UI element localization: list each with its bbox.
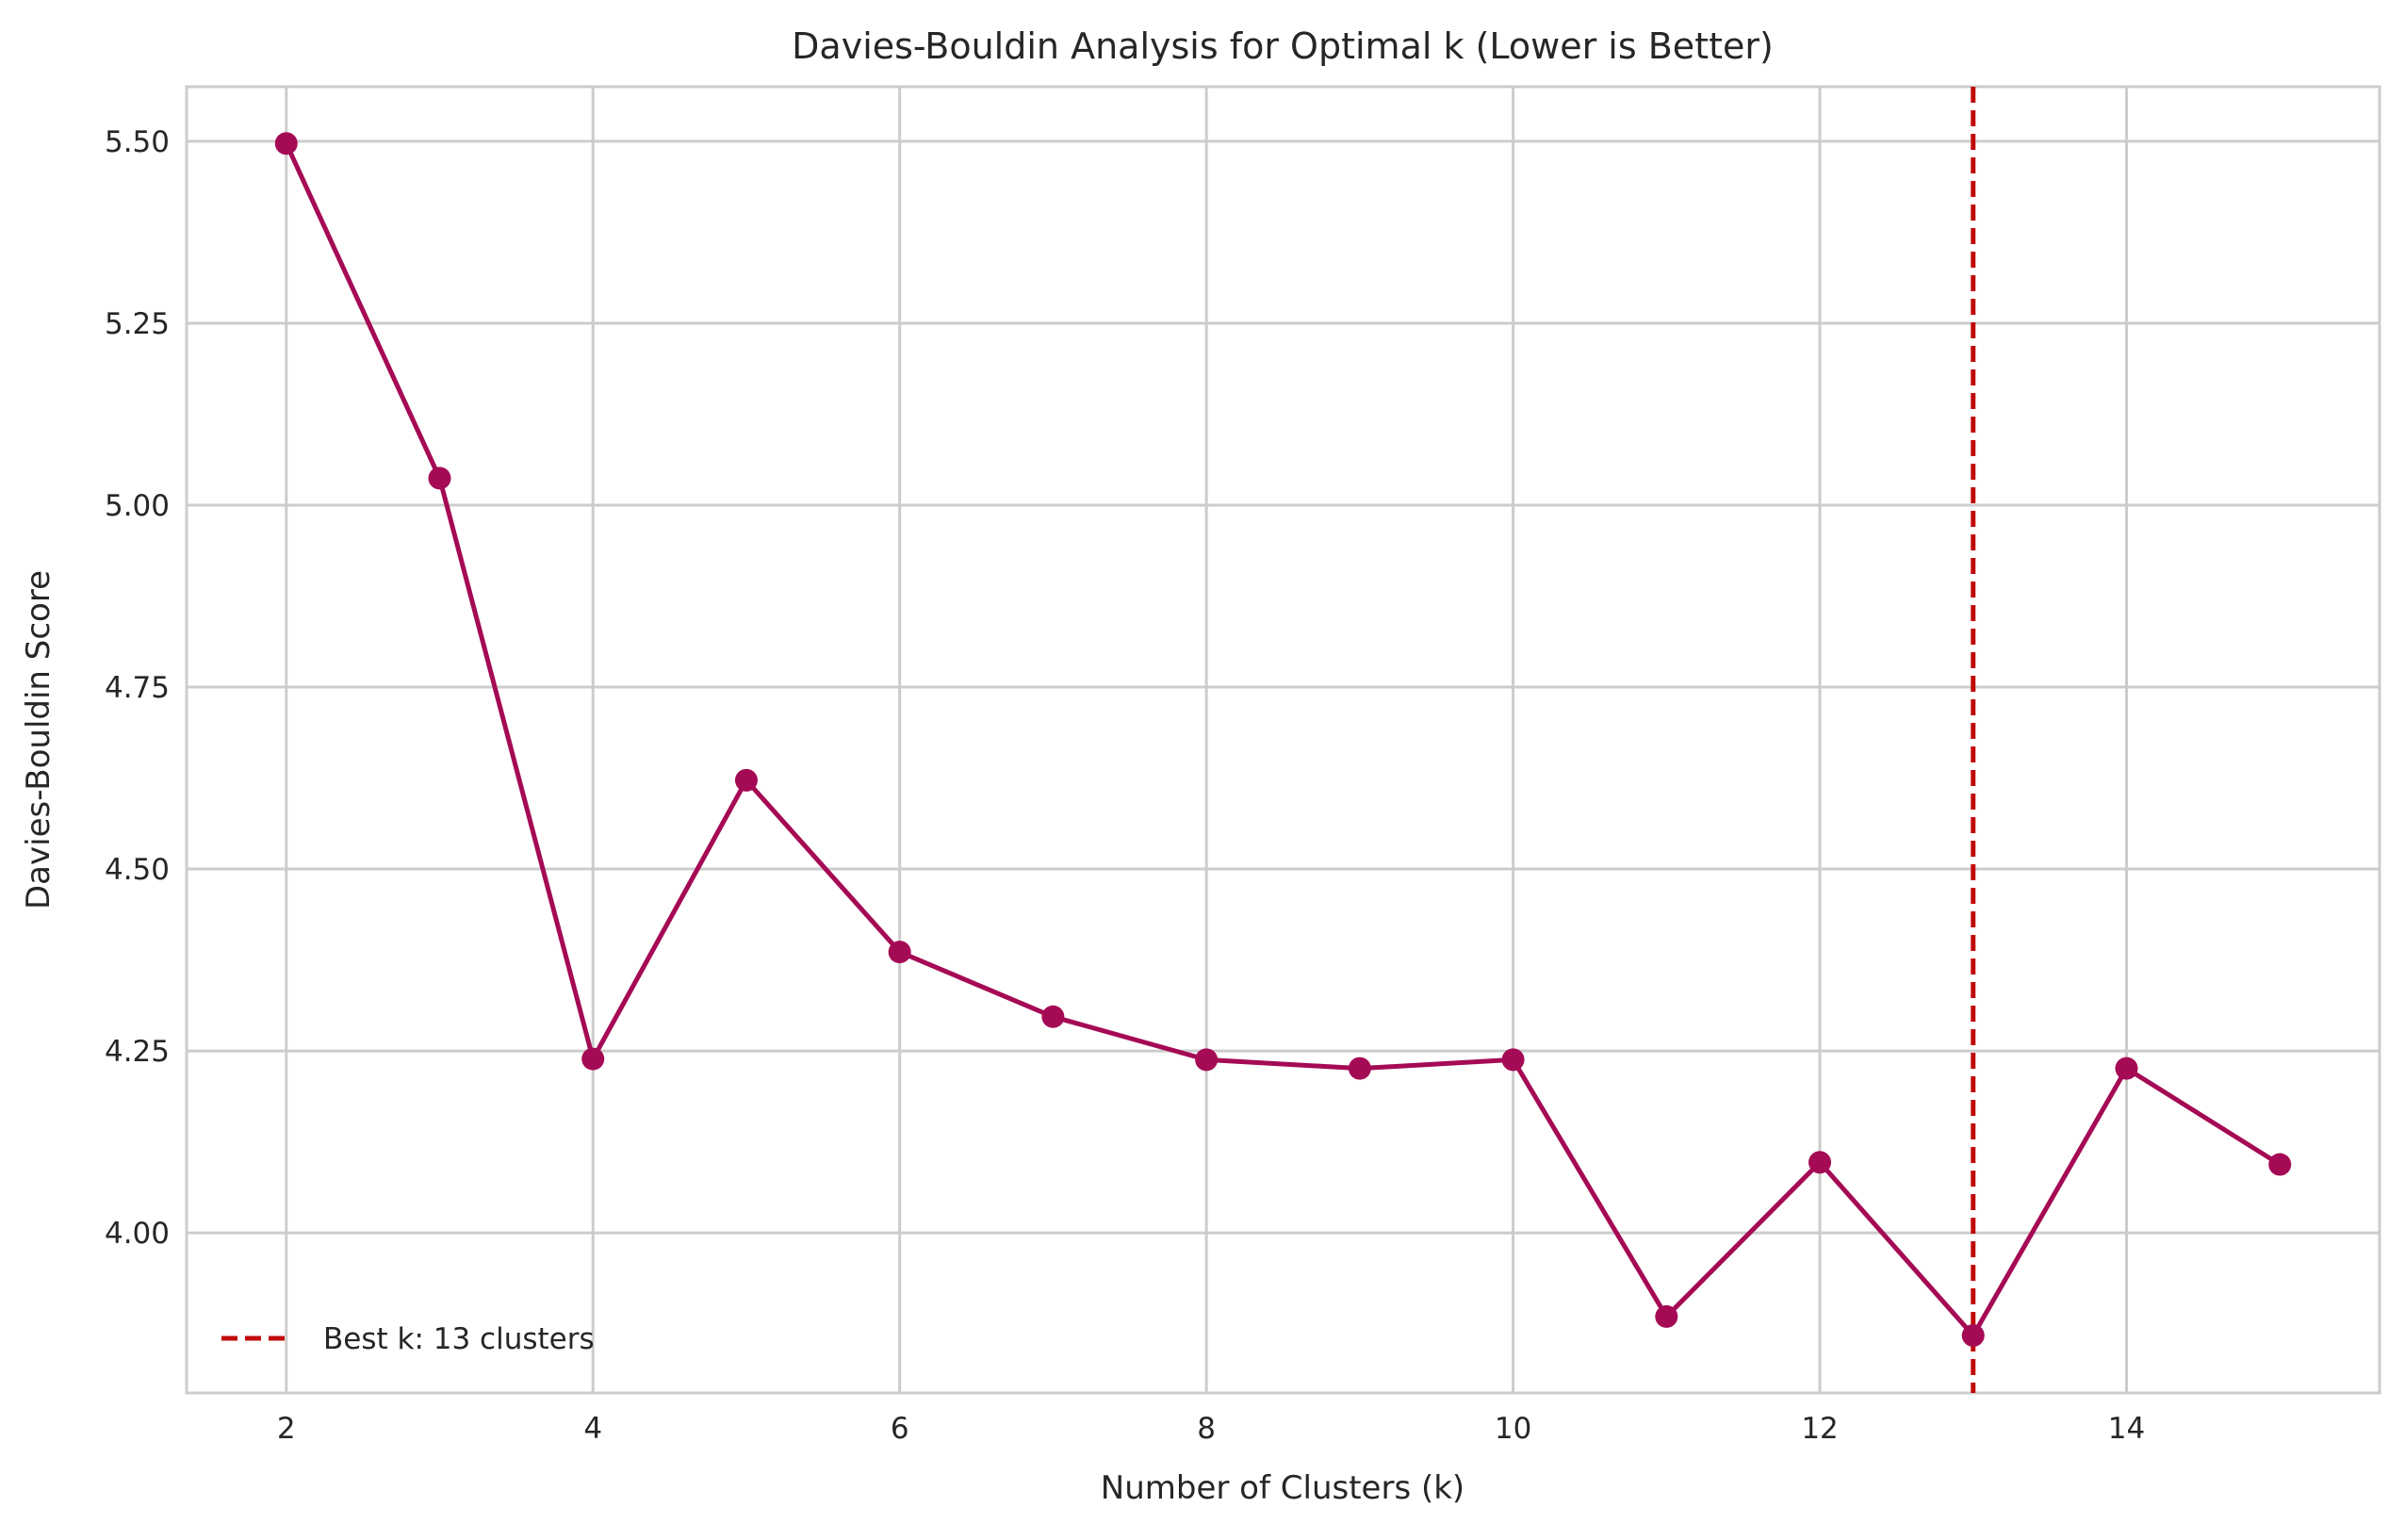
x-tick-label: 8 — [1197, 1412, 1216, 1446]
data-point — [1655, 1304, 1678, 1328]
series-layer — [274, 132, 2292, 1348]
x-tick-label: 6 — [891, 1412, 909, 1446]
data-point — [2115, 1057, 2138, 1080]
plot-frame — [185, 85, 2381, 1395]
x-tick-label: 2 — [277, 1412, 296, 1446]
data-point — [428, 467, 451, 490]
y-tick-label: 5.50 — [105, 125, 170, 159]
x-tick-labels: 2 4 6 8 10 12 14 — [277, 1412, 2145, 1446]
data-point — [274, 132, 298, 156]
y-tick-label: 4.00 — [105, 1217, 170, 1251]
x-tick-label: 4 — [583, 1412, 602, 1446]
x-axis-title: Number of Clusters (k) — [1101, 1469, 1464, 1507]
data-point — [1501, 1048, 1525, 1072]
y-tick-labels: 4.00 4.25 4.50 4.75 5.00 5.25 5.50 — [105, 125, 170, 1251]
data-point — [1348, 1057, 1371, 1080]
y-tick-label: 4.50 — [105, 853, 170, 887]
series-line — [284, 142, 2282, 1338]
data-point — [1961, 1324, 1985, 1348]
data-point — [734, 768, 758, 792]
y-tick-label: 4.75 — [105, 671, 170, 705]
legend-label: Best k: 13 clusters — [323, 1322, 595, 1356]
legend: Best k: 13 clusters — [221, 1322, 595, 1356]
data-point — [2268, 1153, 2292, 1176]
data-point — [581, 1047, 605, 1071]
y-axis-title: Davies-Bouldin Score — [20, 570, 57, 909]
data-point — [1041, 1005, 1065, 1028]
chart-title: Davies-Bouldin Analysis for Optimal k (L… — [792, 25, 1774, 67]
grid — [187, 87, 2380, 1393]
x-tick-label: 14 — [2108, 1412, 2145, 1446]
x-tick-label: 12 — [1801, 1412, 1838, 1446]
x-tick-label: 10 — [1495, 1412, 1531, 1446]
data-point — [1808, 1151, 1832, 1174]
y-tick-label: 5.25 — [105, 307, 170, 341]
y-tick-label: 5.00 — [105, 489, 170, 523]
data-point — [1195, 1048, 1219, 1072]
y-tick-label: 4.25 — [105, 1035, 170, 1069]
data-point — [888, 941, 911, 964]
